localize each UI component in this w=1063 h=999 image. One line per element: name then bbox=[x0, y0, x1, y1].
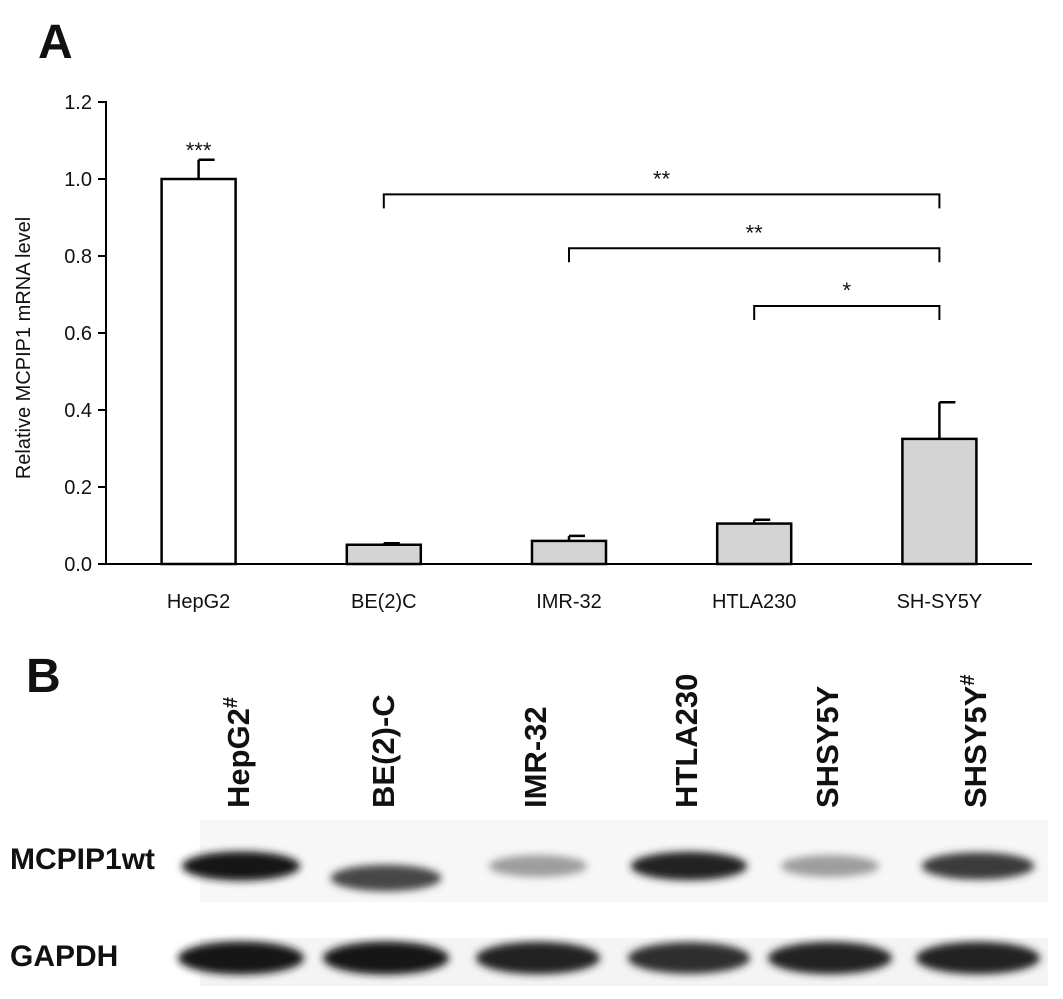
blot-band bbox=[627, 942, 751, 974]
panel-a-label: A bbox=[38, 16, 73, 69]
y-tick-label: 0.4 bbox=[64, 400, 92, 422]
y-tick-label: 1.2 bbox=[64, 92, 92, 114]
bar bbox=[345, 543, 423, 566]
blot-band bbox=[630, 851, 748, 881]
significance-label: * bbox=[843, 278, 852, 303]
significance-label: ** bbox=[746, 220, 764, 245]
y-axis-label: Relative MCPIP1 mRNA level bbox=[13, 217, 35, 479]
blot-band bbox=[322, 941, 450, 975]
blot-row-label: GAPDH bbox=[10, 940, 118, 973]
x-tick-label: SH-SY5Y bbox=[897, 591, 983, 613]
significance-bracket bbox=[382, 193, 941, 209]
lane-label: HepG2# bbox=[220, 697, 256, 808]
blot-band bbox=[767, 941, 893, 975]
blot-band bbox=[475, 941, 601, 975]
blot-row-label: MCPIP1wt bbox=[10, 843, 155, 876]
blot-membrane-mcpip1 bbox=[200, 820, 1048, 902]
x-tick-label: BE(2)C bbox=[351, 591, 417, 613]
lane-label: BE(2)-C bbox=[366, 694, 401, 808]
significance-bracket bbox=[753, 305, 941, 321]
y-tick-label: 0.6 bbox=[64, 323, 92, 345]
blot-band bbox=[921, 852, 1035, 880]
bar bbox=[715, 522, 793, 566]
bar bbox=[901, 437, 978, 566]
x-tick-label: HTLA230 bbox=[712, 591, 797, 613]
lane-label: HTLA230 bbox=[669, 674, 704, 808]
y-tick-label: 0.0 bbox=[64, 554, 92, 576]
blot-band bbox=[330, 864, 442, 892]
significance-bracket bbox=[568, 247, 941, 263]
bar bbox=[160, 177, 237, 566]
y-tick-label: 0.2 bbox=[64, 477, 92, 499]
x-tick-label: IMR-32 bbox=[536, 591, 602, 613]
lane-label: IMR-32 bbox=[518, 706, 553, 808]
x-tick-label: HepG2 bbox=[167, 591, 230, 613]
lane-mark: # bbox=[957, 675, 979, 686]
significance-label: ** bbox=[653, 166, 671, 191]
lane-label: SHSY5Y# bbox=[957, 675, 993, 808]
bar-chart: Relative MCPIP1 mRNA level 0.0 0.2 0.4 0.6 0… bbox=[13, 92, 1032, 613]
blot-band bbox=[177, 941, 305, 975]
blot-band bbox=[488, 855, 588, 877]
blot-band bbox=[915, 941, 1041, 975]
lane-label: SHSY5Y bbox=[810, 685, 845, 808]
bar bbox=[530, 539, 608, 566]
panel-b-label: B bbox=[26, 650, 61, 703]
western-blot: HepG2# BE(2)-C IMR-32 HTLA230 SHSY5Y SHSY5Y# … bbox=[10, 674, 1048, 986]
blot-band bbox=[780, 855, 880, 877]
lane-mark: # bbox=[220, 697, 242, 708]
y-tick-label: 1.0 bbox=[64, 169, 92, 191]
y-tick-label: 0.8 bbox=[64, 246, 92, 268]
significance-annotation: *** bbox=[186, 138, 212, 163]
blot-band bbox=[181, 851, 301, 881]
